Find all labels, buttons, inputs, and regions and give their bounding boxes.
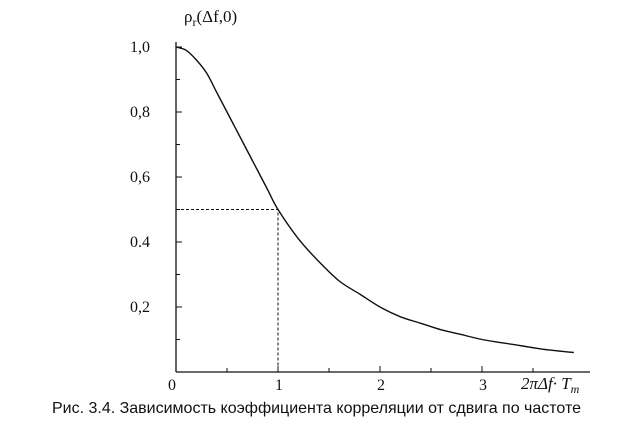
y-axis-label: ρr(Δf,0) [184, 7, 237, 29]
axes [175, 42, 590, 373]
y-tick-label: 0.4 [130, 234, 150, 251]
correlation-chart: 0 1 2 3 0,2 0.4 0,6 0,8 1,0 ρr(Δf,0) 2πΔf· Tm [130, 7, 590, 396]
figure-caption: Рис. 3.4. Зависимость коэффициента корре… [51, 400, 582, 417]
x-tick-label: 3 [479, 377, 487, 394]
x-tick-label: 0 [168, 377, 176, 394]
y-tick-label: 0,8 [130, 104, 150, 121]
correlation-curve [175, 46, 574, 354]
x-axis-label: 2πΔf· Tm [521, 374, 580, 396]
data-series [175, 46, 574, 354]
x-tick-label: 1 [275, 377, 283, 394]
axis-labels: ρr(Δf,0) 2πΔf· Tm [184, 7, 580, 396]
ticks: 0 1 2 3 0,2 0.4 0,6 0,8 1,0 [130, 39, 534, 394]
reference-lines [176, 209, 279, 372]
y-tick-label: 0,2 [130, 299, 150, 316]
y-tick-label: 1,0 [130, 39, 150, 56]
y-tick-label: 0,6 [130, 169, 150, 186]
x-tick-label: 2 [377, 377, 385, 394]
reference-dashed-line [176, 209, 279, 372]
